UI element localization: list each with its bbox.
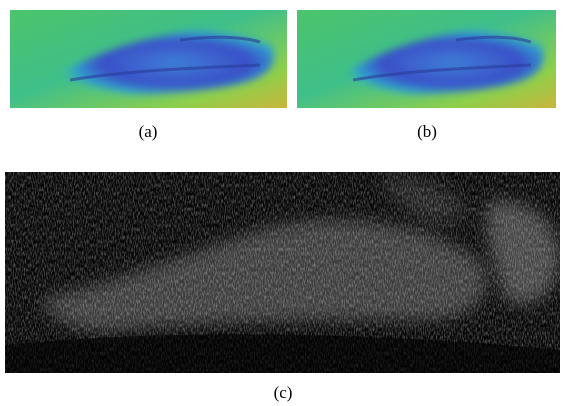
panel-c <box>5 172 560 373</box>
caption: (b) <box>417 122 437 141</box>
panel-b <box>297 10 556 108</box>
figure: (a) (b) (c) <box>0 0 566 406</box>
page: {"figure": {"panels": [{"caption": "(a)"… <box>0 0 566 406</box>
panel-a <box>10 10 287 108</box>
caption: (c) <box>274 383 293 402</box>
caption: (a) <box>139 122 158 141</box>
